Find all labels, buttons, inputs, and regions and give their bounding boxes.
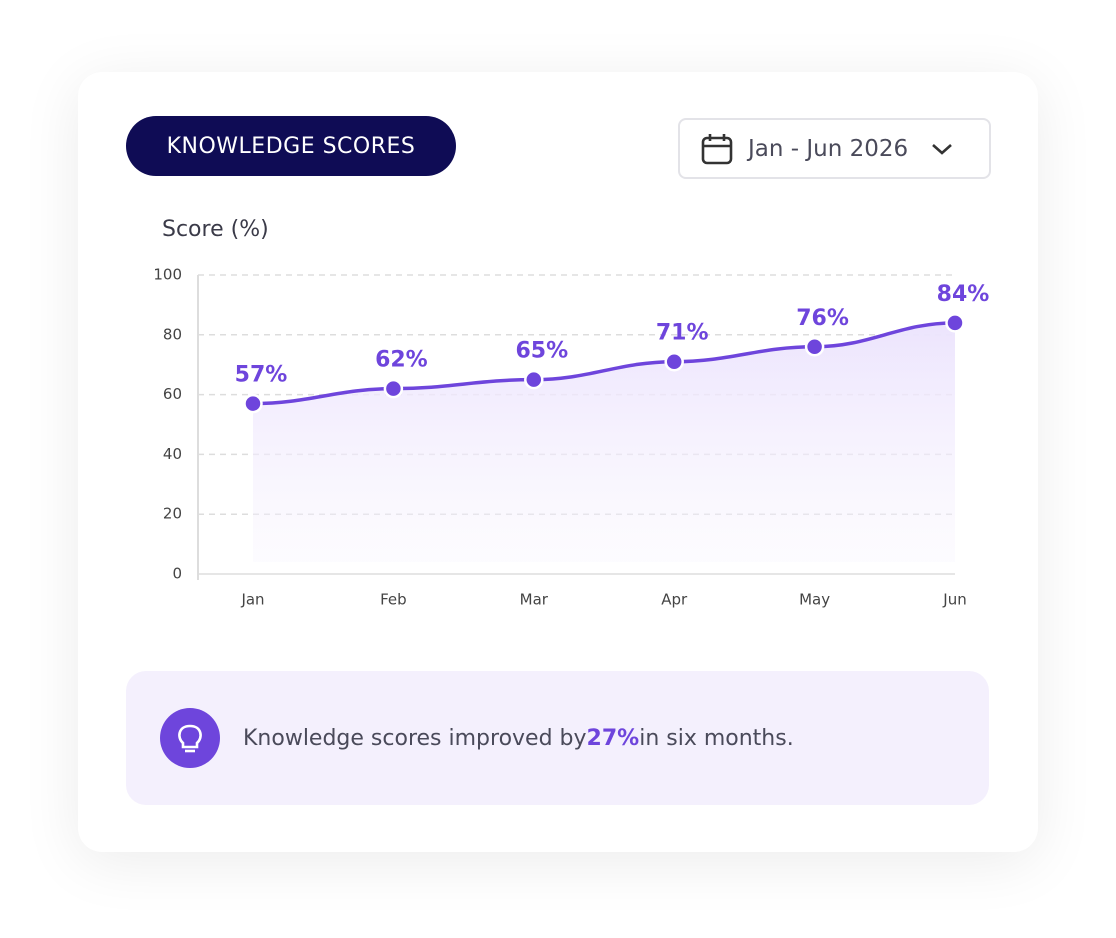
x-tick-label: Feb	[380, 591, 407, 609]
data-point	[243, 393, 263, 414]
chart: Score (%) 0 20 40 60 80 100 Jan Feb Mar Apr May Jun…	[153, 217, 990, 609]
insight-after: in six months.	[639, 725, 794, 751]
x-tick-label: Jan	[240, 591, 264, 609]
data-label: 62%	[375, 348, 428, 373]
y-axis-title: Score (%)	[162, 217, 269, 242]
y-tick-label: 40	[163, 445, 182, 463]
date-range-text: Jan - Jun 2026	[748, 135, 909, 162]
insight-highlight: 27%	[586, 725, 640, 751]
data-label: 65%	[515, 339, 568, 364]
line	[252, 321, 956, 406]
insight-text: Knowledge scores improved by 27% in six …	[243, 671, 794, 805]
data-label: 57%	[235, 363, 288, 388]
chevron-icon	[932, 143, 953, 155]
data-label: 71%	[656, 321, 709, 346]
x-tick-label: Apr	[661, 591, 688, 609]
y-tick-label: 100	[153, 266, 182, 284]
title-badge: KNOWLEDGE SCORES	[126, 116, 456, 176]
data-point	[664, 351, 684, 372]
card: KNOWLEDGE SCORES Jan - Jun 2026 Score (%…	[78, 72, 1038, 852]
data-point	[524, 369, 544, 390]
data-point	[383, 378, 404, 399]
lightbulb-icon	[160, 708, 220, 768]
date-range-picker[interactable]: Jan - Jun 2026	[678, 118, 991, 179]
x-tick-label: Jun	[942, 591, 966, 609]
data-point	[804, 337, 825, 357]
insight-box: Knowledge scores improved by 27% in six …	[126, 671, 989, 805]
calendar-icon	[701, 133, 733, 164]
data-point	[945, 313, 965, 333]
data-label: 76%	[796, 306, 849, 331]
x-tick-label: Mar	[520, 591, 549, 609]
y-tick-label: 80	[163, 325, 182, 343]
y-tick-label: 20	[163, 505, 182, 523]
y-tick-label: 60	[163, 385, 182, 403]
data-label: 84%	[937, 282, 990, 307]
area	[253, 322, 955, 562]
insight-before: Knowledge scores improved by	[243, 725, 587, 751]
y-tick-label: 0	[172, 565, 182, 583]
x-tick-label: May	[799, 591, 830, 609]
